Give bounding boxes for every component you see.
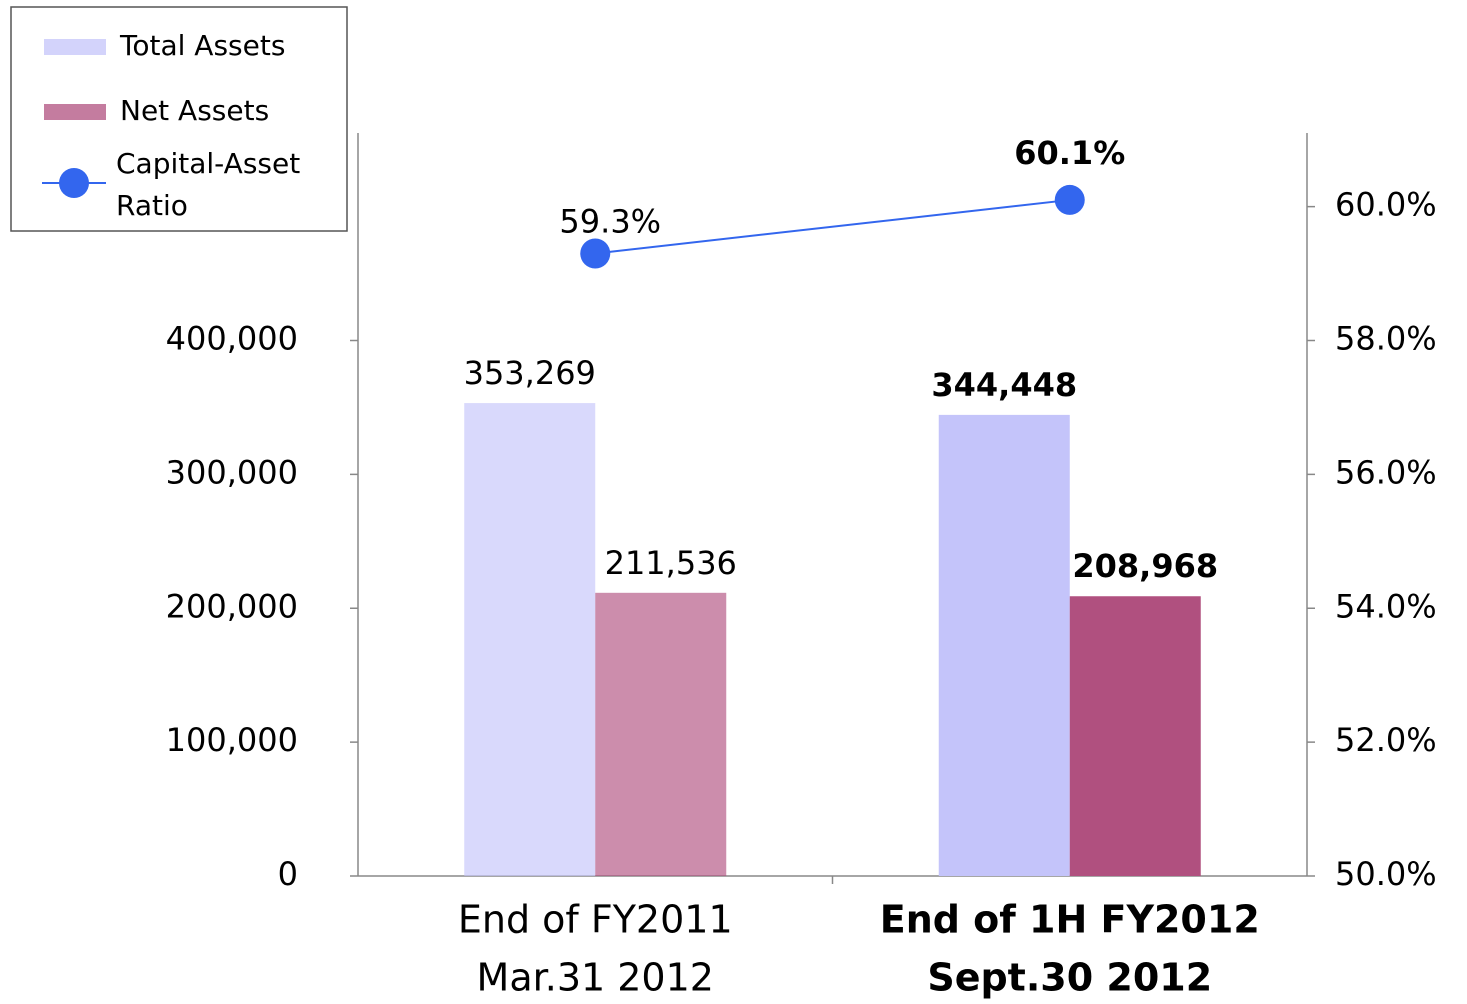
point-label: 60.1% [1014,134,1125,172]
legend-marker [59,168,89,198]
y-tick-label: 400,000 [166,320,298,358]
x-tick-label: Sept.30 2012 [927,956,1212,1000]
y2-tick-label: 58.0% [1335,320,1437,358]
point [580,238,611,269]
point-label: 59.3% [559,202,661,240]
legend-swatch [44,104,106,120]
y2-tick-label: 60.0% [1335,186,1437,224]
legend: Total Assets Net Assets Capital-Asset Rati… [10,6,348,232]
bar [1069,596,1201,876]
bar-label: 344,448 [931,366,1077,404]
x-tick-label: End of FY2011 [458,898,733,942]
legend-label: Total Assets [119,29,285,62]
line [595,198,1070,255]
y2-tick-label: 54.0% [1335,587,1437,625]
bar [464,403,596,876]
point [1054,184,1085,215]
legend-swatch [44,39,106,55]
y2-tick-label: 52.0% [1335,721,1437,759]
y2-tick-label: 50.0% [1335,855,1437,893]
y-tick-label: 200,000 [166,587,298,625]
bar-label: 208,968 [1072,547,1218,585]
x-tick-label: End of 1H FY2012 [880,898,1260,942]
legend-fo: Capital-Asset Ratio [116,147,301,222]
legend-label: Capital-Asset Ratio [116,147,301,222]
bar-label: 353,269 [464,354,596,392]
bar [938,414,1070,876]
bar [595,592,727,876]
legend-label: Net Assets [120,94,269,127]
y-tick-label: 100,000 [166,721,298,759]
bar-label: 211,536 [605,544,737,582]
y-tick-label: 0 [278,855,298,893]
y-tick-label: 300,000 [166,453,298,491]
x-tick-label: Mar.31 2012 [477,956,714,1000]
y2-tick-label: 56.0% [1335,453,1437,491]
